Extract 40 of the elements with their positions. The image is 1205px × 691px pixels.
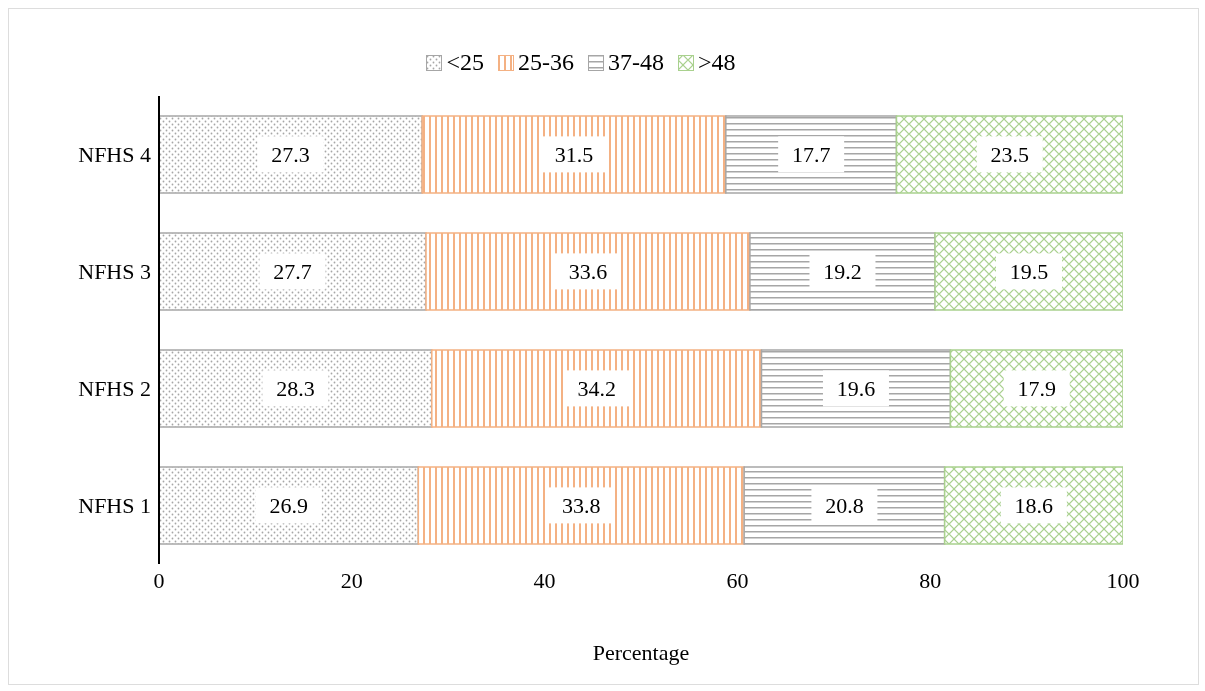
data-label: 18.6 [1014, 492, 1054, 518]
data-label: 19.6 [836, 375, 876, 401]
x-axis-title: Percentage [592, 639, 690, 665]
legend-label: 37-48 [608, 49, 664, 76]
x-tick-label: 100 [1106, 567, 1140, 593]
data-label: 19.5 [1009, 258, 1049, 284]
bar [159, 349, 433, 428]
data-label: 17.9 [1017, 375, 1056, 401]
legend-label: <25 [446, 49, 484, 76]
x-tick-label: 40 [533, 567, 556, 593]
data-label: 28.3 [276, 375, 315, 401]
data-label: 31.5 [554, 141, 594, 167]
data-label: 20.8 [825, 492, 864, 518]
bar [895, 115, 1123, 194]
bar [421, 115, 727, 194]
data-label: 17.7 [791, 141, 831, 167]
data-label: 26.9 [269, 492, 308, 518]
x-tick-label: 60 [726, 567, 749, 593]
data-label: 27.7 [273, 258, 312, 284]
legend-label: >48 [698, 49, 736, 76]
bar [159, 232, 427, 311]
x-tick-label: 80 [919, 567, 942, 593]
data-label: 19.2 [823, 258, 862, 284]
bar [431, 349, 763, 428]
y-tick-label: NFHS 4 [78, 142, 151, 168]
data-label: 33.8 [561, 492, 601, 518]
y-tick-label: NFHS 3 [78, 259, 151, 285]
x-tick-label: 20 [340, 567, 363, 593]
y-tick-label: NFHS 1 [78, 493, 151, 519]
x-tick-label: 0 [153, 567, 165, 593]
legend-label: 25-36 [518, 49, 574, 76]
bar [159, 115, 423, 194]
data-label: 23.5 [990, 141, 1029, 167]
data-label: 34.2 [577, 375, 616, 401]
data-label: 27.3 [271, 141, 310, 167]
bar [425, 232, 751, 311]
data-label: 33.6 [568, 258, 608, 284]
bar [159, 466, 420, 545]
y-tick-label: NFHS 2 [78, 376, 151, 402]
bar [417, 466, 745, 545]
